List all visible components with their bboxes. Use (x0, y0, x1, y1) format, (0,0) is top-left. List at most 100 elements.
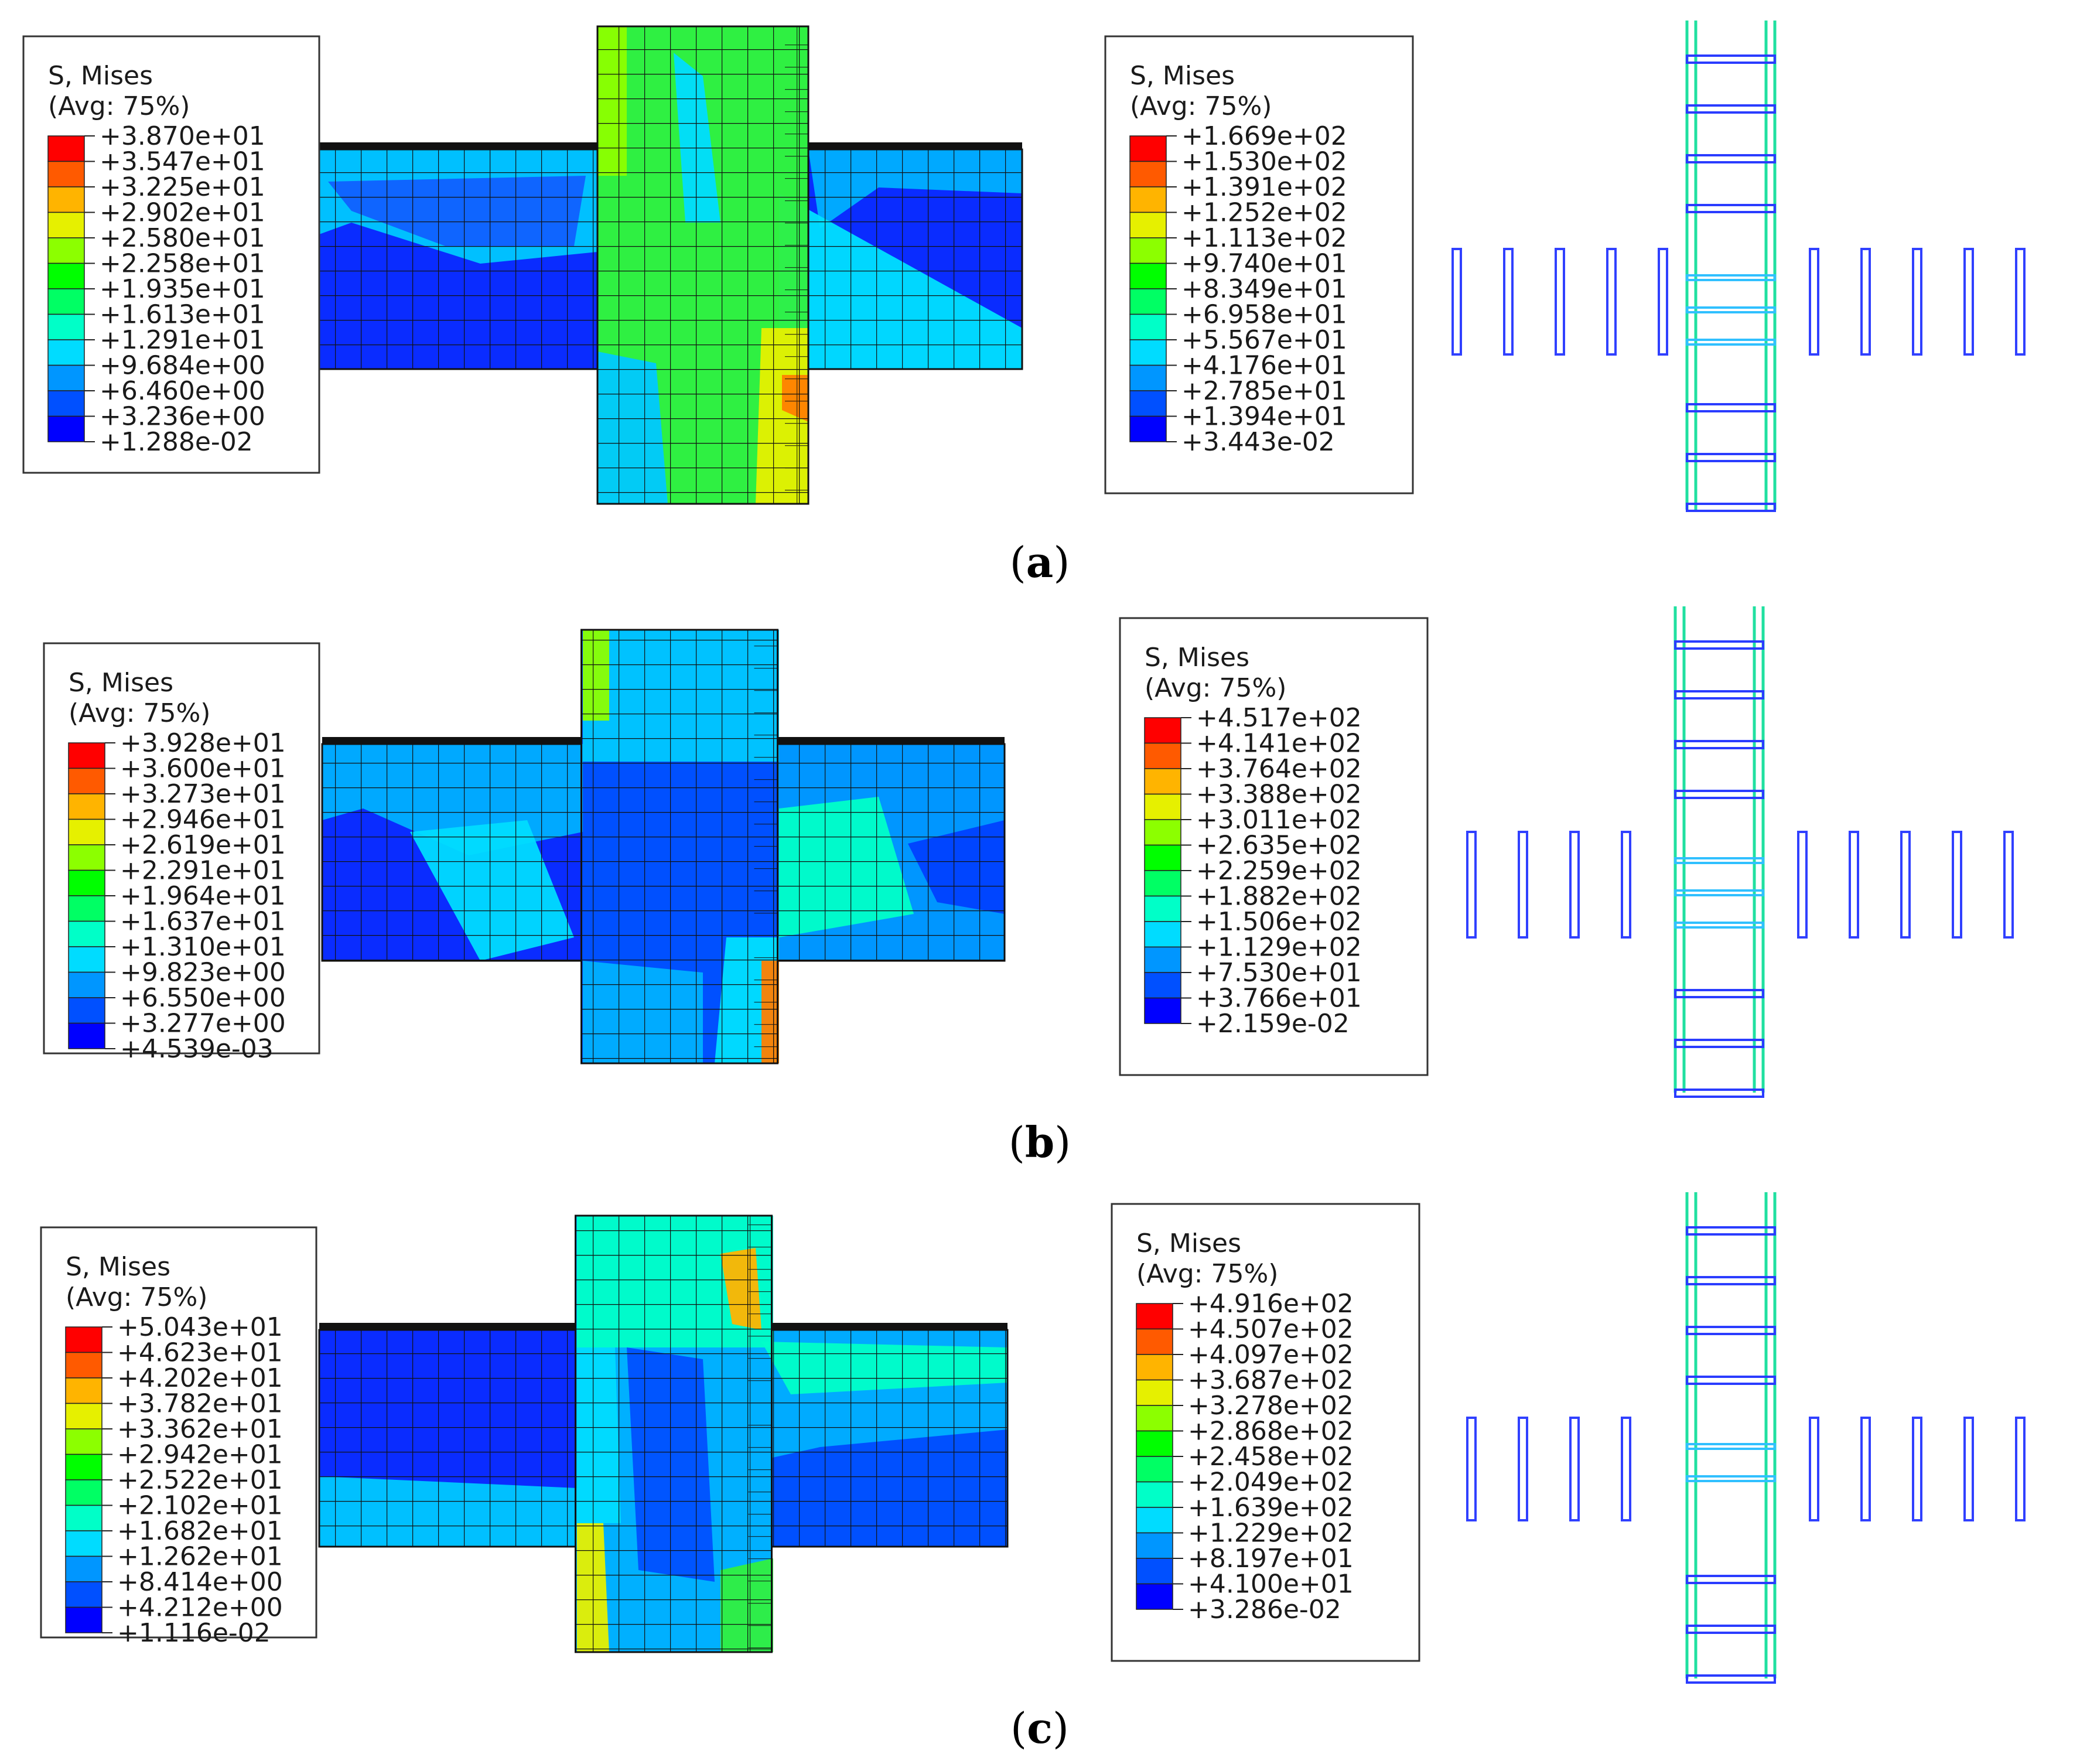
joint-stirrup (1686, 1475, 1776, 1482)
column-stirrup (1674, 640, 1764, 650)
column-stirrup (1686, 204, 1776, 213)
legend-swatch (1129, 339, 1167, 366)
legend-title: S, Mises (1130, 61, 1235, 91)
legend-swatch (65, 1403, 103, 1429)
legend-value: +3.547e+01 (100, 147, 265, 177)
joint-stirrup (1686, 306, 1776, 313)
legend-value: +3.362e+01 (117, 1414, 283, 1444)
beam-stirrup (1451, 248, 1462, 356)
legend-value: +1.310e+01 (120, 932, 286, 962)
column-stirrup (1674, 1039, 1764, 1048)
beam-stirrup (2015, 248, 2026, 356)
legend-swatch (68, 742, 105, 769)
column-stirrup (1686, 1326, 1776, 1335)
legend-swatch (65, 1530, 103, 1557)
joint-stirrup (1674, 857, 1764, 864)
legend-swatch (1144, 921, 1181, 948)
mesh (322, 744, 582, 961)
legend-swatch (65, 1504, 103, 1531)
beam-stirrup (1621, 1417, 1631, 1521)
column-stirrup (1674, 790, 1764, 799)
column-stirrup (1674, 740, 1764, 749)
legend-swatch (1129, 161, 1167, 187)
legend-value: +3.766e+01 (1196, 984, 1362, 1014)
legend-swatch (1136, 1558, 1173, 1585)
legend: S, Mises(Avg: 75%)+4.517e+02+4.141e+02+3… (1119, 617, 1429, 1076)
joint-stirrup (1686, 1443, 1776, 1450)
column-stirrup (1686, 453, 1776, 462)
column-side-face (748, 1216, 772, 1652)
legend-swatch (1144, 717, 1181, 744)
legend-value: +2.102e+01 (117, 1491, 283, 1521)
beam-stirrup (1569, 1417, 1580, 1521)
legend-swatch (68, 818, 105, 845)
legend-swatch (1144, 793, 1181, 820)
mesh (777, 744, 1005, 961)
mesh (581, 630, 778, 1063)
legend-swatch (47, 237, 85, 264)
legend-value: +2.522e+01 (117, 1465, 283, 1495)
legend-value: +4.517e+02 (1196, 703, 1362, 733)
beam-stirrup (1900, 831, 1911, 939)
legend-swatch (65, 1453, 103, 1480)
mesh (597, 26, 808, 504)
mesh (771, 1330, 1007, 1547)
legend-value: +3.600e+01 (120, 754, 286, 784)
legend-value: +3.273e+01 (120, 779, 286, 809)
legend-value: +2.580e+01 (100, 223, 265, 253)
legend-value: +4.916e+02 (1188, 1289, 1354, 1319)
legend-title: S, Mises (66, 1252, 170, 1282)
legend-swatch (1144, 870, 1181, 897)
legend-swatch (68, 793, 105, 820)
legend-value: +3.928e+01 (120, 728, 286, 758)
beam-stirrup (1860, 1417, 1871, 1521)
legend-value: +5.567e+01 (1181, 325, 1347, 355)
legend-swatch (47, 390, 85, 417)
outline (580, 629, 778, 1064)
legend-swatch (47, 288, 85, 315)
panel-caption: (c) (1010, 1703, 1069, 1753)
legend-swatch (1136, 1481, 1173, 1508)
legend-value: +2.159e-02 (1196, 1009, 1350, 1039)
legend-swatch (65, 1581, 103, 1608)
beam-stirrup (1952, 831, 1962, 939)
column-stirrup (1674, 1089, 1764, 1098)
legend-swatch (1136, 1456, 1173, 1483)
legend-value: +3.870e+01 (100, 121, 265, 151)
legend-value: +1.288e-02 (100, 427, 253, 457)
legend-swatch (1136, 1354, 1173, 1381)
legend-swatch (1129, 211, 1167, 238)
beam-stirrup (1606, 248, 1617, 356)
legend-swatch (1136, 1583, 1173, 1610)
legend-value: +3.236e+00 (100, 402, 265, 432)
column-stirrup (1686, 1226, 1776, 1236)
legend-value: +1.262e+01 (117, 1542, 283, 1572)
legend-swatch (1144, 997, 1181, 1024)
legend-value: +3.443e-02 (1181, 427, 1335, 457)
column-stirrup (1674, 690, 1764, 700)
beam-stirrup (1963, 1417, 1974, 1521)
mesh (808, 149, 1022, 369)
legend-value: +3.011e+02 (1196, 805, 1362, 835)
legend-subtitle: (Avg: 75%) (1136, 1259, 1278, 1289)
legend-title: S, Mises (48, 61, 153, 91)
legend-swatch (1144, 946, 1181, 973)
legend-swatch (68, 920, 105, 947)
legend-value: +3.278e+02 (1188, 1391, 1354, 1421)
outline (596, 25, 810, 505)
column-stirrup (1686, 503, 1776, 512)
legend-value: +1.116e-02 (117, 1618, 271, 1648)
legend-value: +1.935e+01 (100, 274, 265, 304)
legend-value: +1.639e+02 (1188, 1493, 1354, 1523)
beam-top-face (322, 737, 582, 744)
column-stirrup (1674, 989, 1764, 998)
legend-value: +6.460e+00 (100, 376, 265, 406)
column-side-face (754, 630, 778, 1063)
legend-swatch (68, 1022, 105, 1049)
legend-swatch (1136, 1430, 1173, 1457)
legend-value: +1.252e+02 (1181, 198, 1347, 228)
legend-value: +1.530e+02 (1181, 147, 1347, 177)
panel-b: S, Mises(Avg: 75%)+3.928e+01+3.600e+01+3… (43, 606, 2044, 1167)
legend-value: +1.682e+01 (117, 1516, 283, 1546)
beam-stirrup (1658, 248, 1668, 356)
